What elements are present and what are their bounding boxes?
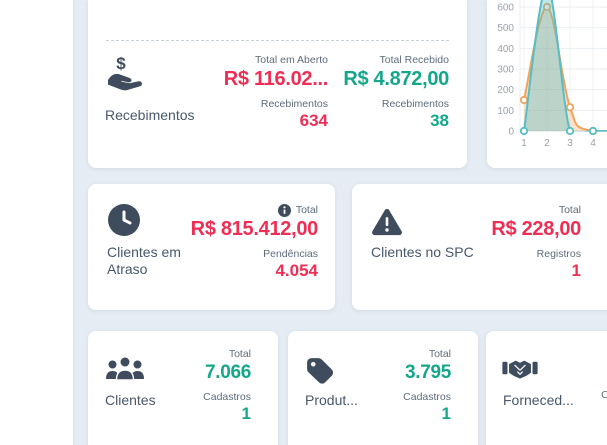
hand-holding-dollar-icon: $ — [105, 54, 143, 94]
stat-label: Cadastros — [601, 389, 607, 401]
info-icon[interactable] — [277, 203, 291, 217]
stat-value: R$ 4.872,00 — [343, 68, 449, 90]
svg-text:4: 4 — [590, 138, 596, 149]
stat-count: 4.054 — [275, 261, 318, 280]
stat-value: 3.795 — [404, 362, 451, 383]
stat-label: Total — [558, 203, 581, 216]
card-title: Clientes em Atraso — [107, 244, 181, 277]
card-title: Produt... — [305, 392, 358, 408]
atraso-stats-column: Total R$ 815.412,00 Pendências 4.054 — [191, 203, 318, 281]
stat-label: Total em Aberto — [255, 54, 328, 66]
stat-value: 7.066 — [204, 362, 251, 383]
left-panel — [0, 0, 73, 445]
fornecedores-stats-column: Cadastros — [601, 348, 607, 402]
total-recebido-column: Total Recebido R$ 4.872,00 Recebimentos … — [343, 54, 449, 131]
svg-text:200: 200 — [497, 85, 514, 96]
stat-value: R$ 116.02... — [223, 68, 329, 90]
tag-icon — [304, 355, 334, 385]
produtos-stats-column: Total 3.795 Cadastros 1 — [403, 348, 451, 424]
stat-count: 1 — [241, 404, 251, 423]
receipts-line-chart[interactable]: 0 100 200 300 400 500 600 1 2 3 4 — [487, 0, 607, 168]
card-title: Forneced... — [503, 392, 574, 408]
svg-text:500: 500 — [497, 23, 514, 34]
stat-label: Total Recebido — [379, 54, 449, 66]
svg-text:300: 300 — [497, 65, 514, 76]
chart-card: 0 100 200 300 400 500 600 1 2 3 4 — [487, 0, 607, 168]
svg-text:600: 600 — [497, 3, 514, 14]
svg-text:400: 400 — [497, 44, 514, 55]
fornecedores-card[interactable]: Forneced... Cadastros — [486, 331, 607, 445]
stat-label: Total — [428, 348, 451, 360]
stat-label: Total — [228, 348, 251, 360]
handshake-icon — [502, 355, 538, 381]
card-title: Recebimentos — [105, 107, 195, 123]
stat-count: 634 — [299, 111, 328, 130]
stat-label: Registros — [536, 248, 581, 260]
stat-label: Total — [295, 203, 318, 216]
stat-value: R$ 815.412,00 — [190, 218, 319, 240]
recebimentos-card[interactable]: $ Recebimentos Total em Aberto R$ 116.02… — [88, 0, 467, 168]
stat-count: 1 — [441, 404, 451, 423]
stat-count: 38 — [430, 111, 449, 130]
divider — [106, 40, 449, 41]
stat-label: Recebimentos — [381, 98, 449, 110]
clientes-stats-column: Total 7.066 Cadastros 1 — [203, 348, 251, 424]
users-icon — [104, 355, 146, 383]
svg-text:1: 1 — [521, 138, 527, 149]
produtos-card[interactable]: Produt... Total 3.795 Cadastros 1 — [288, 331, 478, 445]
stat-label: Recebimentos — [260, 98, 328, 110]
card-title: Clientes — [105, 392, 156, 408]
svg-text:$: $ — [116, 54, 126, 73]
stat-value: R$ 228,00 — [491, 218, 581, 240]
svg-text:2: 2 — [544, 138, 550, 149]
stat-label: Cadastros — [203, 391, 251, 403]
clientes-card[interactable]: Clientes Total 7.066 Cadastros 1 — [88, 331, 278, 445]
svg-text:100: 100 — [497, 106, 514, 117]
svg-text:3: 3 — [567, 138, 573, 149]
svg-text:0: 0 — [508, 127, 514, 138]
card-title: Clientes no SPC — [371, 244, 474, 260]
clientes-no-spc-card[interactable]: Clientes no SPC Total R$ 228,00 Registro… — [352, 184, 607, 310]
stat-label: Pendências — [263, 248, 318, 260]
total-em-aberto-column: Total em Aberto R$ 116.02... Recebimento… — [223, 54, 329, 131]
stat-label: Cadastros — [403, 391, 451, 403]
clientes-em-atraso-card[interactable]: Clientes em Atraso Total R$ 815.412,00 P… — [88, 184, 335, 310]
warning-triangle-icon — [371, 208, 403, 236]
clock-icon — [107, 203, 141, 237]
stat-count: 1 — [571, 261, 581, 280]
spc-stats-column: Total R$ 228,00 Registros 1 — [491, 203, 581, 281]
